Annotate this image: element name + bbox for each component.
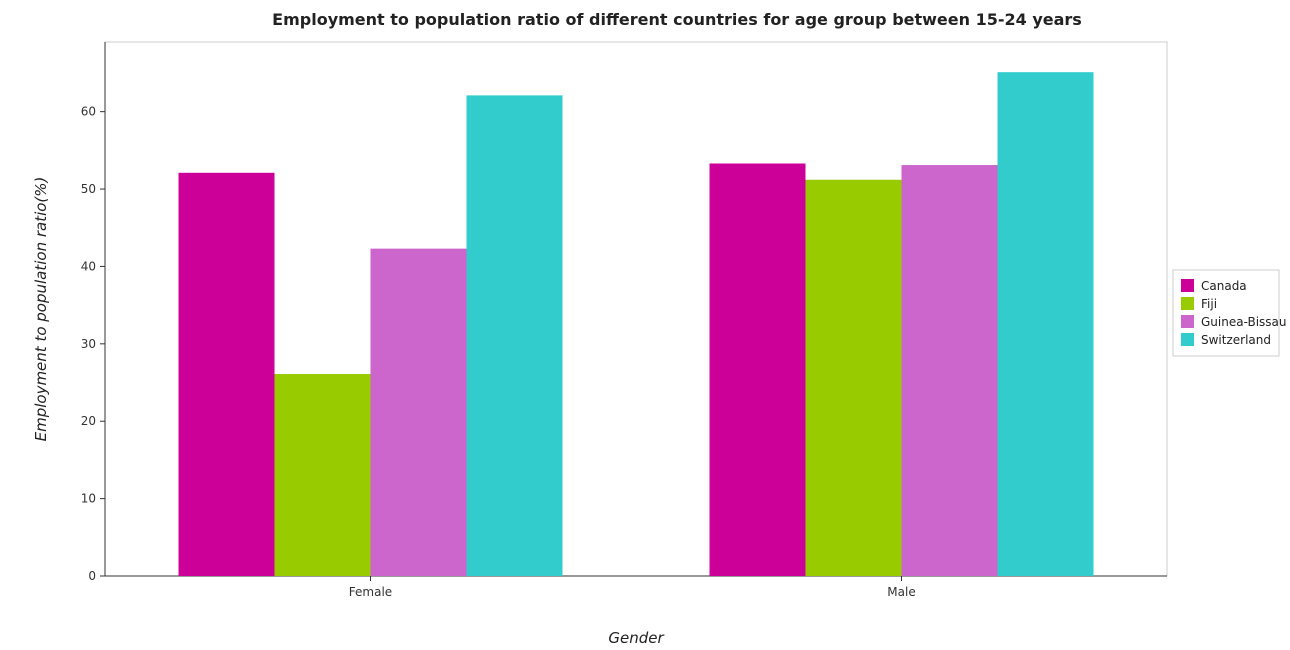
- y-axis-label: Employment to population ratio(%): [32, 177, 50, 442]
- y-tick-label: 0: [88, 569, 96, 583]
- legend-entry-label: Guinea-Bissau: [1201, 315, 1287, 329]
- legend-entry-label: Fiji: [1201, 297, 1217, 311]
- x-tick-label-male: Male: [887, 585, 915, 599]
- y-axis: 0 10 20 30 40 50 60: [81, 42, 106, 583]
- y-tick-label: 40: [81, 259, 96, 273]
- legend: Canada Fiji Guinea-Bissau Switzerland: [1172, 269, 1287, 357]
- legend-entry-label: Canada: [1201, 279, 1247, 293]
- y-tick-label: 60: [81, 105, 96, 119]
- y-tick-label: 30: [81, 337, 96, 351]
- legend-swatch: [1181, 279, 1194, 292]
- y-tick-label: 20: [81, 414, 96, 428]
- bar-switzerland-female: [466, 95, 563, 577]
- legend-swatch: [1181, 333, 1194, 346]
- chart-title: Employment to population ratio of differ…: [272, 10, 1082, 29]
- bar-canada-female: [178, 172, 275, 576]
- y-tick-label: 10: [81, 492, 96, 506]
- legend-swatch: [1181, 297, 1194, 310]
- legend-entry-label: Switzerland: [1201, 333, 1271, 347]
- bar-guinea-bissau-female: [370, 248, 467, 577]
- bar-fiji-male: [805, 179, 902, 576]
- y-tick-label: 50: [81, 182, 96, 196]
- bar-switzerland-male: [997, 72, 1094, 576]
- x-axis: Female Male: [105, 575, 1167, 599]
- x-tick-label-female: Female: [349, 585, 392, 599]
- x-axis-label: Gender: [608, 629, 664, 647]
- bar-fiji-female: [274, 374, 371, 576]
- bar-canada-male: [709, 163, 806, 577]
- bars: [178, 72, 1094, 577]
- legend-swatch: [1181, 315, 1194, 328]
- bar-guinea-bissau-male: [901, 165, 998, 576]
